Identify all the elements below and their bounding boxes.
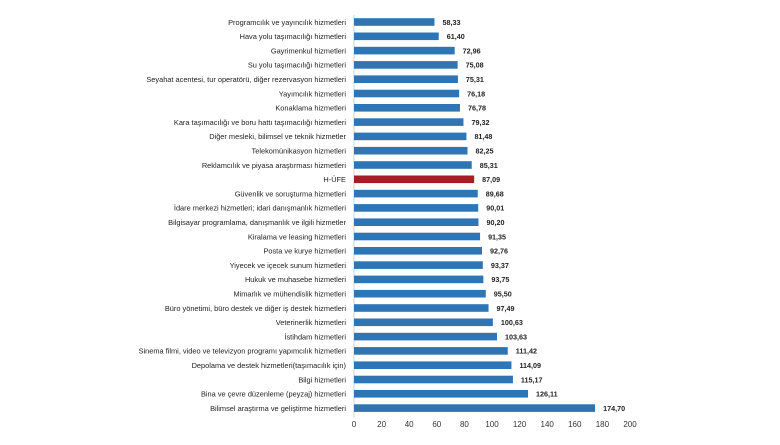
bar xyxy=(354,361,512,369)
value-label: 91,35 xyxy=(488,232,506,241)
category-label: İdare merkezi hizmetleri; idari danışman… xyxy=(174,204,346,213)
value-label: 82,25 xyxy=(476,147,494,156)
category-label: Depolama ve destek hizmetleri(taşımacılı… xyxy=(192,361,346,370)
bar xyxy=(354,118,464,126)
x-tick-label: 160 xyxy=(568,420,582,429)
value-label: 95,50 xyxy=(494,290,512,299)
bar xyxy=(354,146,468,155)
x-tick-label: 20 xyxy=(377,420,386,429)
value-label: 115,17 xyxy=(521,375,543,384)
value-label: 90,20 xyxy=(486,218,504,227)
value-label: 90,01 xyxy=(486,204,504,213)
category-label: Güvenlik ve soruşturma hizmetleri xyxy=(235,189,347,198)
bar xyxy=(354,161,472,169)
category-label: Bilgi hizmetleri xyxy=(298,375,346,384)
value-label: 58,33 xyxy=(442,18,460,27)
category-label: H-ÜFE xyxy=(323,175,346,184)
category-label: Telekomünikasyon hizmetleri xyxy=(252,147,347,156)
bar xyxy=(354,89,460,98)
bar xyxy=(354,218,479,226)
value-label: 114,09 xyxy=(519,361,541,370)
category-label: Su yolu taşımacılığı hizmetleri xyxy=(248,61,347,70)
category-label: Mimarlık ve mühendislik hizmetleri xyxy=(233,290,346,299)
value-label: 79,32 xyxy=(471,118,489,127)
bar xyxy=(354,318,493,327)
category-label: Kiralama ve leasing hizmetleri xyxy=(248,232,347,241)
value-label: 81,48 xyxy=(474,132,492,141)
category-label: Hava yolu taşımacılığı hizmetleri xyxy=(240,32,347,41)
category-label: Konaklama hizmetleri xyxy=(275,104,346,113)
value-label: 87,09 xyxy=(482,175,500,184)
category-label: İstihdam hizmetleri xyxy=(284,332,346,341)
value-label: 100,63 xyxy=(501,318,523,327)
x-tick-label: 140 xyxy=(541,420,555,429)
category-label: Bilimsel araştırma ve geliştirme hizmetl… xyxy=(210,404,346,413)
bar xyxy=(354,375,513,384)
value-label: 75,08 xyxy=(466,61,484,70)
bar xyxy=(354,390,529,398)
bar xyxy=(354,232,481,241)
category-label: Yayımcılık hizmetleri xyxy=(279,89,347,98)
category-label: Sinema filmi, video ve televizyon progra… xyxy=(139,347,347,356)
value-label: 111,42 xyxy=(516,347,537,356)
bar xyxy=(354,247,483,255)
bar xyxy=(354,189,478,198)
bar xyxy=(354,332,498,341)
x-tick-label: 180 xyxy=(596,420,610,429)
category-label: Gayrimenkul hizmetleri xyxy=(271,46,347,55)
x-tick-label: 0 xyxy=(352,420,357,429)
value-label: 93,75 xyxy=(491,275,509,284)
x-tick-label: 200 xyxy=(623,420,637,429)
bar xyxy=(354,61,458,69)
category-label: Programcılık ve yayıncılık hizmetleri xyxy=(228,18,346,27)
bar xyxy=(354,204,479,212)
bar xyxy=(354,289,486,298)
bar xyxy=(354,46,455,55)
bar xyxy=(354,304,489,312)
x-tick-label: 80 xyxy=(460,420,469,429)
bar xyxy=(354,18,435,26)
bar xyxy=(354,32,439,41)
category-label: Reklamcılık ve piyasa araştırması hizmet… xyxy=(202,161,347,170)
category-label: Posta ve kurye hizmetleri xyxy=(263,247,346,256)
bar xyxy=(354,275,484,284)
category-label: Bilgisayar programlama, danışmanlık ve i… xyxy=(168,218,346,227)
value-label: 76,18 xyxy=(467,89,485,98)
x-tick-label: 60 xyxy=(432,420,441,429)
bar xyxy=(354,347,508,355)
category-label: Veterinerlik hizmetleri xyxy=(276,318,347,327)
bar xyxy=(354,261,483,269)
bar xyxy=(354,404,596,412)
value-label: 97,49 xyxy=(497,304,515,313)
category-label: Yiyecek ve içecek sunum hizmetleri xyxy=(230,261,347,270)
x-tick-label: 120 xyxy=(513,420,527,429)
bar xyxy=(354,104,460,112)
value-label: 92,76 xyxy=(490,247,508,256)
x-tick-label: 100 xyxy=(485,420,499,429)
value-label: 76,78 xyxy=(468,104,486,113)
category-label: Büro yönetimi, büro destek ve diğer iş d… xyxy=(165,304,347,313)
value-label: 85,31 xyxy=(480,161,498,170)
value-label: 93,37 xyxy=(491,261,509,270)
category-label: Kara taşımacılığı ve boru hattı taşımacı… xyxy=(174,118,346,127)
category-label: Hukuk ve muhasebe hizmetleri xyxy=(245,275,346,284)
category-label: Seyahat acentesi, tur operatörü, diğer r… xyxy=(146,75,346,84)
category-label: Diğer mesleki, bilimsel ve teknik hizmet… xyxy=(209,132,346,141)
value-label: 103,63 xyxy=(505,332,527,341)
value-label: 75,31 xyxy=(466,75,484,84)
value-label: 174,70 xyxy=(603,404,625,413)
bar-highlight xyxy=(354,175,475,184)
category-label: Bina ve çevre düzenleme (peyzaj) hizmetl… xyxy=(201,390,346,399)
value-label: 126,11 xyxy=(536,390,558,399)
bar xyxy=(354,132,467,141)
value-label: 61,40 xyxy=(447,32,465,41)
value-label: 72,96 xyxy=(463,46,481,55)
x-tick-label: 40 xyxy=(405,420,414,429)
bar xyxy=(354,75,458,83)
value-label: 89,68 xyxy=(486,189,504,198)
